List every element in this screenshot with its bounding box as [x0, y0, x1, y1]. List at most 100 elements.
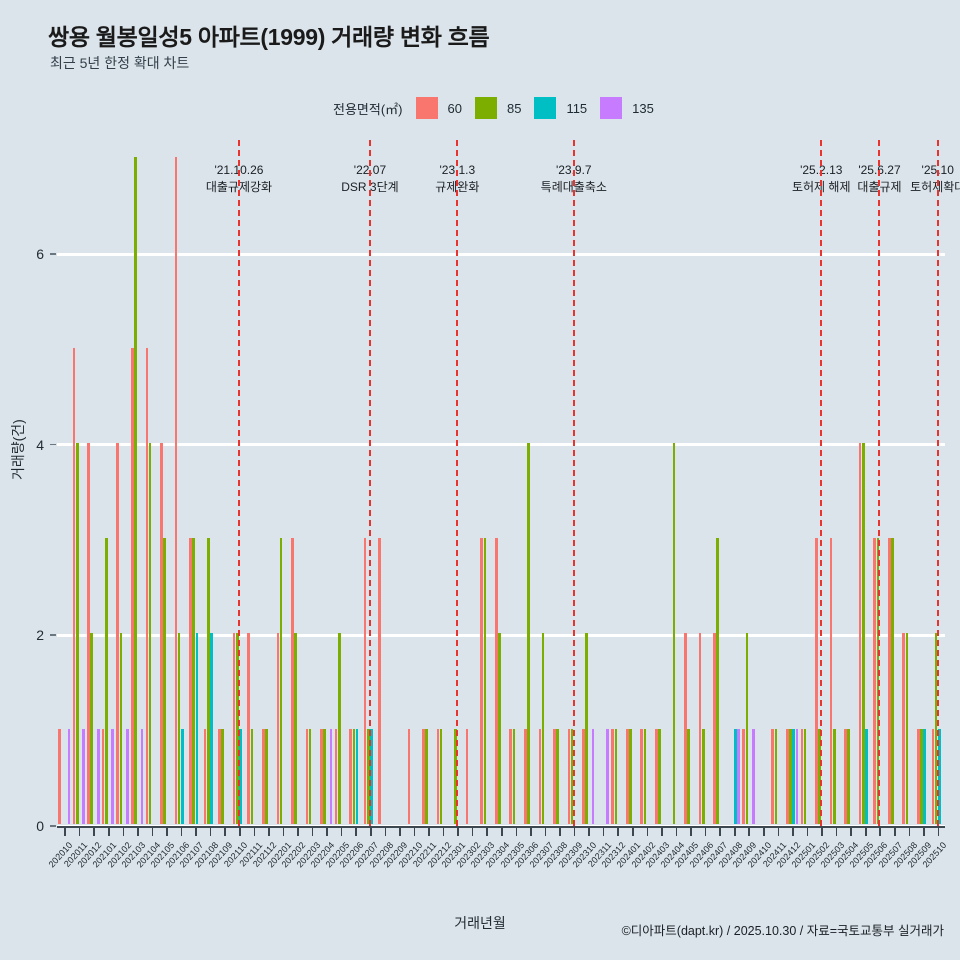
- bar-202103-60[interactable]: [130, 347, 134, 824]
- bar-202206-85[interactable]: [352, 728, 356, 824]
- bar-202108-85[interactable]: [206, 538, 210, 824]
- bar-202204-60[interactable]: [320, 728, 323, 824]
- bar-202204-135[interactable]: [329, 728, 333, 824]
- bar-202205-85[interactable]: [337, 633, 341, 824]
- bar-202412-60[interactable]: [786, 728, 789, 824]
- bar-202405-60[interactable]: [684, 633, 687, 824]
- bar-202106-60[interactable]: [174, 157, 178, 824]
- bar-202507-85[interactable]: [891, 538, 894, 824]
- bar-202306-85[interactable]: [527, 442, 530, 824]
- bar-202505-115[interactable]: [865, 728, 868, 824]
- bar-202412-115[interactable]: [792, 728, 796, 824]
- bar-202406-60[interactable]: [698, 633, 702, 824]
- bar-202508-85[interactable]: [905, 633, 909, 824]
- bar-202104-60[interactable]: [145, 347, 149, 824]
- bar-202011-135[interactable]: [82, 728, 85, 824]
- bar-202310-60[interactable]: [582, 728, 585, 824]
- bar-202310-85[interactable]: [585, 633, 589, 824]
- legend-item-115[interactable]: 115: [534, 97, 587, 119]
- bar-202305-60[interactable]: [509, 728, 513, 824]
- bar-202105-60[interactable]: [160, 442, 163, 824]
- bar-202411-85[interactable]: [774, 728, 778, 824]
- bar-202207-115[interactable]: [370, 728, 373, 824]
- bar-202504-85[interactable]: [847, 728, 851, 824]
- bar-202201-85[interactable]: [279, 538, 283, 824]
- bar-202308-85[interactable]: [556, 728, 559, 824]
- bar-202210-60[interactable]: [407, 728, 411, 824]
- bar-202306-60[interactable]: [523, 728, 527, 824]
- bar-202211-85[interactable]: [425, 728, 428, 824]
- bar-202109-60[interactable]: [218, 728, 221, 824]
- bar-202101-85[interactable]: [105, 538, 108, 824]
- bar-202403-85[interactable]: [658, 728, 661, 824]
- bar-202203-85[interactable]: [308, 728, 312, 824]
- bar-202409-85[interactable]: [745, 633, 749, 824]
- bar-202508-60[interactable]: [902, 633, 906, 824]
- bar-202112-60[interactable]: [261, 728, 265, 824]
- legend-item-85[interactable]: 85: [474, 97, 521, 119]
- bar-202505-60[interactable]: [858, 442, 862, 824]
- bar-202401-60[interactable]: [625, 728, 629, 824]
- bar-202106-85[interactable]: [177, 633, 181, 824]
- bar-202102-135[interactable]: [125, 728, 129, 824]
- bar-202110-85[interactable]: [236, 633, 239, 824]
- bar-202510-85[interactable]: [934, 633, 938, 824]
- bar-202105-85[interactable]: [163, 538, 166, 824]
- bar-202408-135[interactable]: [737, 728, 741, 824]
- bar-202403-60[interactable]: [655, 728, 658, 824]
- bar-202411-60[interactable]: [771, 728, 775, 824]
- bar-202107-115[interactable]: [195, 633, 199, 824]
- bar-202506-60[interactable]: [873, 538, 876, 824]
- bar-202211-60[interactable]: [422, 728, 425, 824]
- bar-202509-85[interactable]: [920, 728, 923, 824]
- bar-202509-60[interactable]: [917, 728, 920, 824]
- bar-202502-60[interactable]: [815, 538, 818, 824]
- bar-202510-60[interactable]: [931, 728, 935, 824]
- bar-202302-60[interactable]: [465, 728, 469, 824]
- bar-202212-85[interactable]: [439, 728, 443, 824]
- bar-202103-85[interactable]: [134, 157, 137, 824]
- bar-202304-85[interactable]: [498, 633, 501, 824]
- bar-202303-60[interactable]: [480, 538, 483, 824]
- bar-202502-85[interactable]: [818, 728, 821, 824]
- bar-202308-60[interactable]: [553, 728, 556, 824]
- bar-202202-85[interactable]: [294, 633, 297, 824]
- bar-202110-60[interactable]: [232, 633, 236, 824]
- bar-202309-85[interactable]: [570, 728, 574, 824]
- bar-202011-60[interactable]: [72, 347, 76, 824]
- bar-202312-60[interactable]: [611, 728, 614, 824]
- bar-202108-60[interactable]: [203, 728, 207, 824]
- bar-202301-85[interactable]: [454, 728, 458, 824]
- bar-202505-85[interactable]: [862, 442, 865, 824]
- bar-202307-85[interactable]: [541, 633, 545, 824]
- bar-202406-85[interactable]: [701, 728, 705, 824]
- bar-202107-60[interactable]: [189, 538, 192, 824]
- bar-202501-60[interactable]: [800, 728, 804, 824]
- bar-202010-135[interactable]: [67, 728, 71, 824]
- bar-202310-135[interactable]: [591, 728, 595, 824]
- bar-202201-60[interactable]: [276, 633, 280, 824]
- bar-202409-60[interactable]: [742, 728, 745, 824]
- bar-202206-115[interactable]: [355, 728, 359, 824]
- bar-202206-60[interactable]: [349, 728, 352, 824]
- bar-202402-60[interactable]: [640, 728, 644, 824]
- bar-202509-115[interactable]: [923, 728, 927, 824]
- bar-202212-60[interactable]: [436, 728, 440, 824]
- legend-item-60[interactable]: 60: [415, 97, 462, 119]
- bar-202012-85[interactable]: [90, 633, 94, 824]
- bar-202101-135[interactable]: [111, 728, 115, 824]
- bar-202103-135[interactable]: [140, 728, 144, 824]
- bar-202307-60[interactable]: [538, 728, 542, 824]
- bar-202104-85[interactable]: [148, 442, 152, 824]
- bar-202407-85[interactable]: [716, 538, 720, 824]
- bar-202402-85[interactable]: [643, 728, 647, 824]
- bar-202405-85[interactable]: [687, 728, 690, 824]
- bar-202204-85[interactable]: [323, 728, 327, 824]
- bar-202107-85[interactable]: [192, 538, 195, 824]
- bar-202504-60[interactable]: [844, 728, 847, 824]
- bar-202112-85[interactable]: [265, 728, 268, 824]
- bar-202202-60[interactable]: [291, 538, 294, 824]
- bar-202012-60[interactable]: [87, 442, 90, 824]
- bar-202506-85[interactable]: [876, 538, 880, 824]
- bar-202412-85[interactable]: [789, 728, 792, 824]
